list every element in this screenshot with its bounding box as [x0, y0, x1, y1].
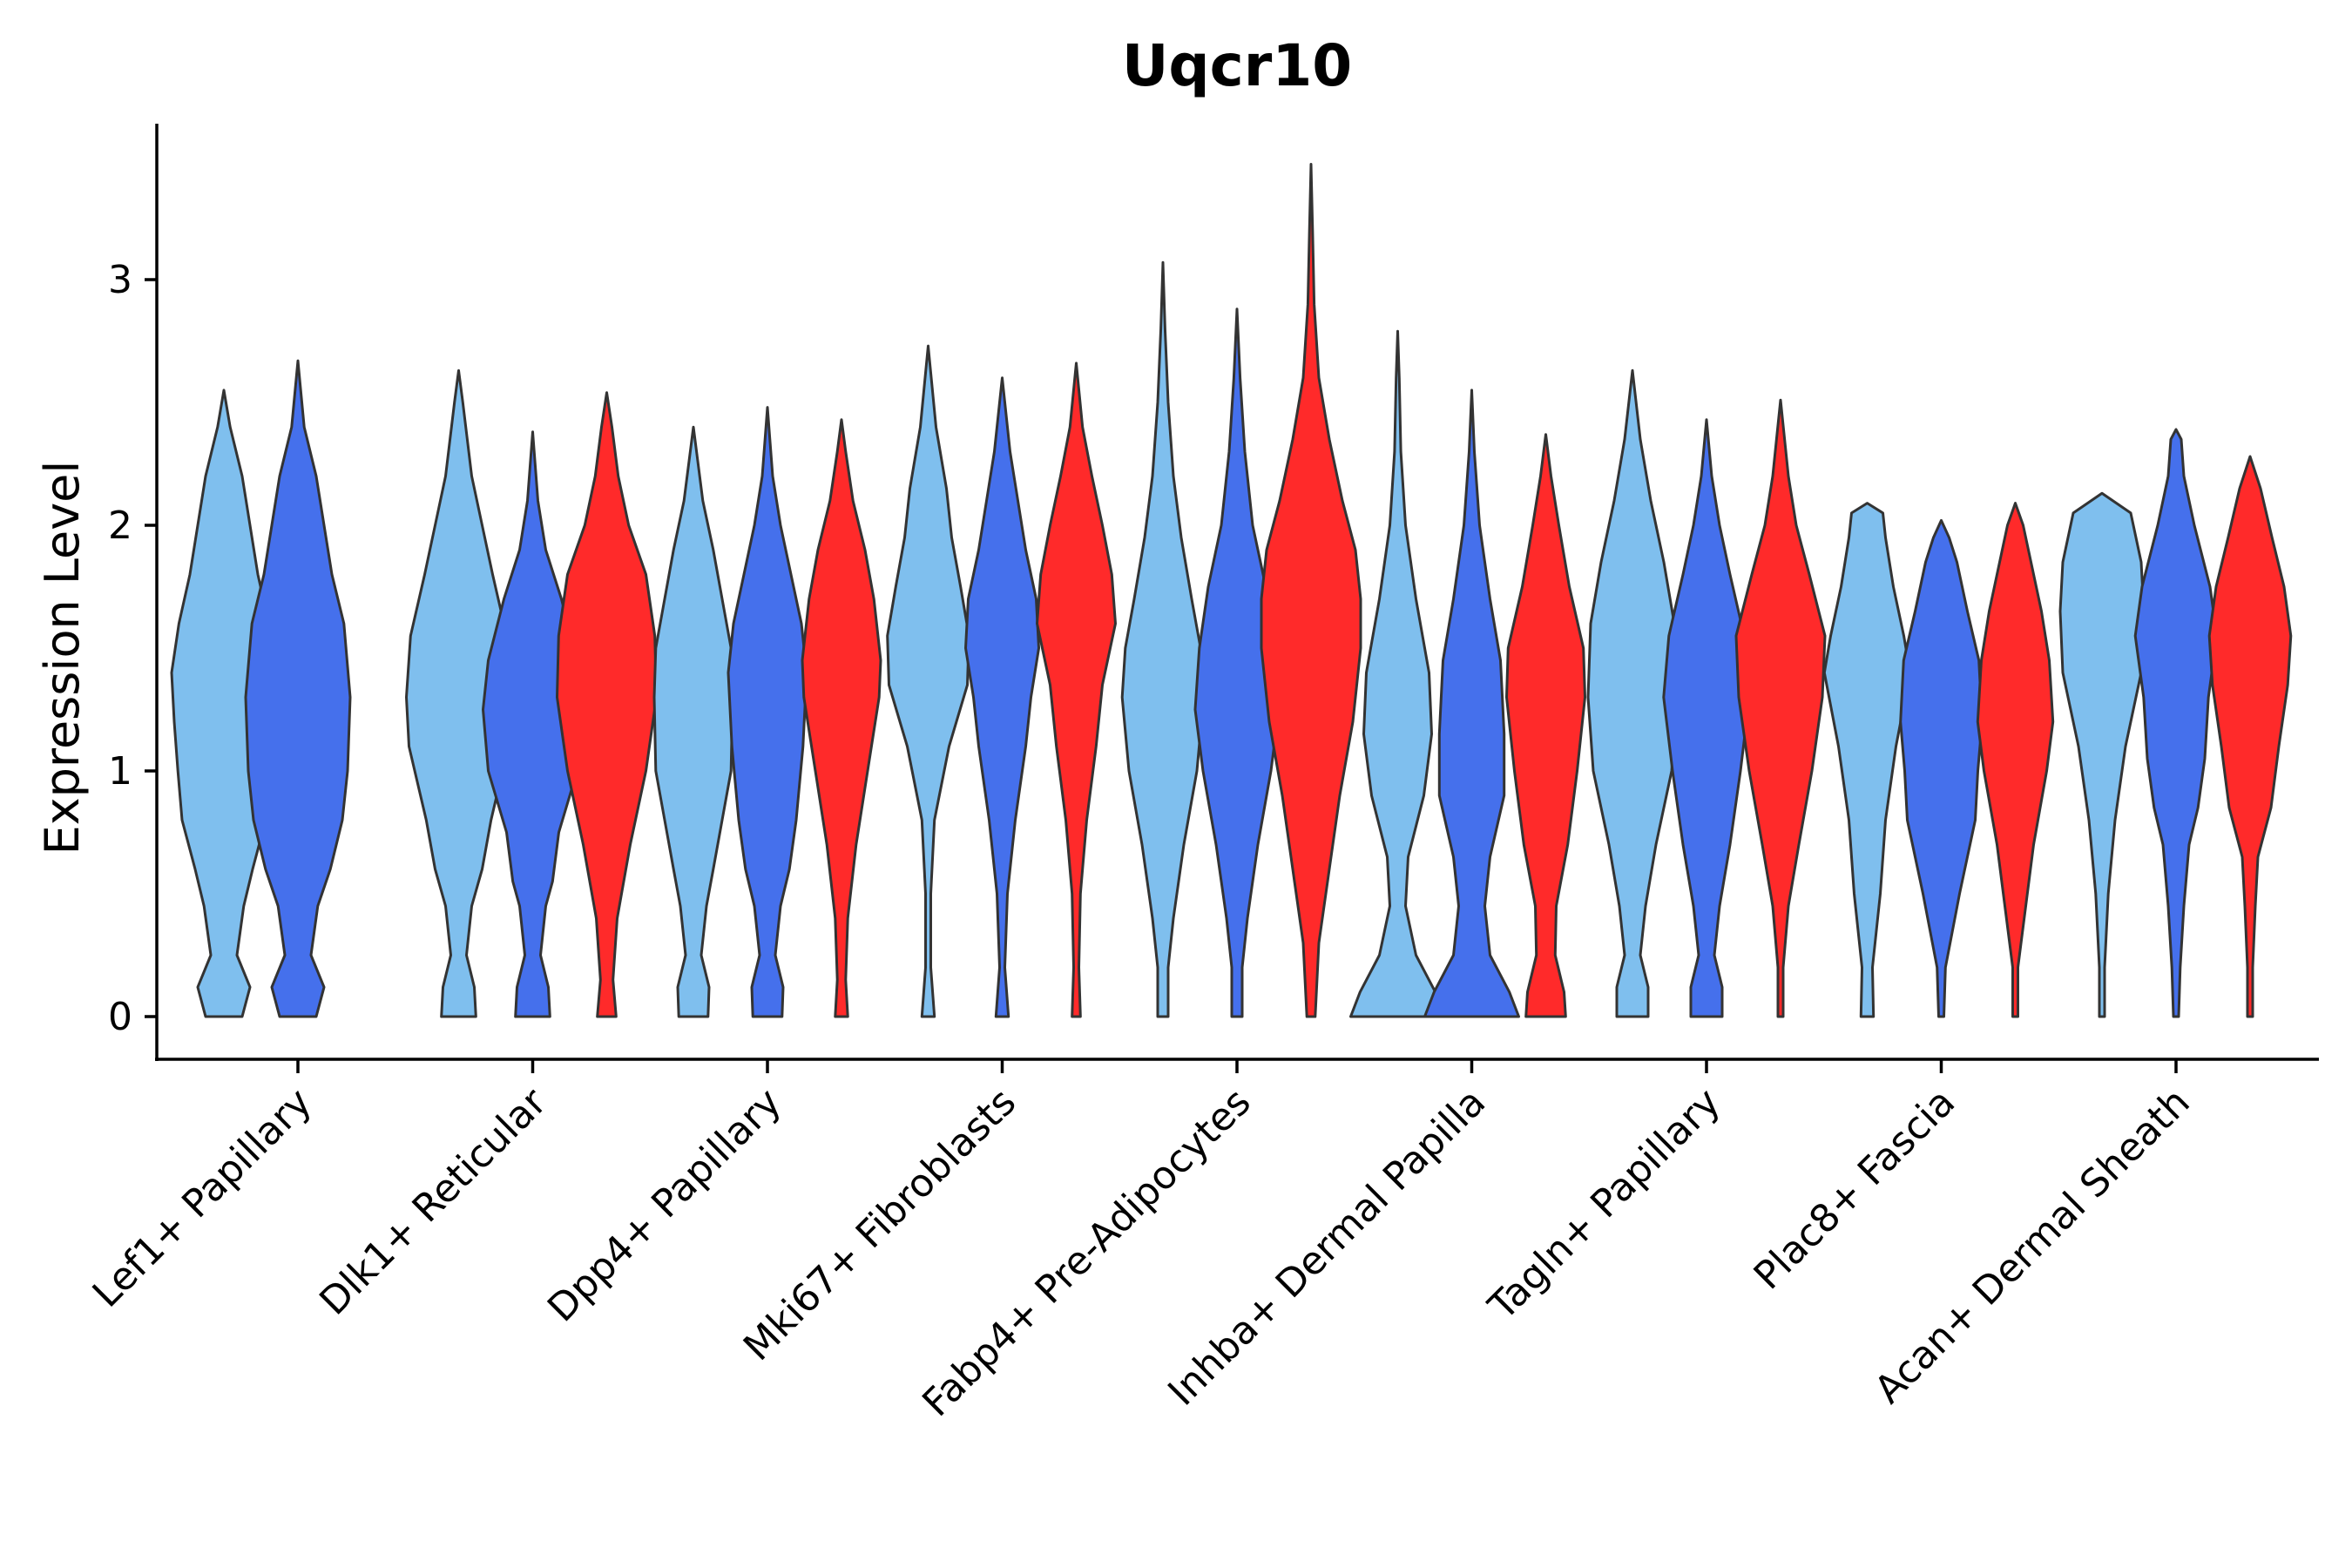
violin-royal-blue: [1899, 518, 1984, 1018]
violin-red: [1734, 398, 1827, 1018]
violin-light-blue: [1586, 368, 1679, 1018]
y-tick-label: 0: [108, 995, 132, 1039]
chart-title: Uqcr10: [1122, 32, 1352, 99]
x-tick-label: Dpp4+ Papillary: [539, 1080, 790, 1331]
violin-royal-blue: [2133, 428, 2219, 1018]
violin-light-blue: [1349, 329, 1446, 1018]
violin-red: [2207, 455, 2293, 1018]
violin-light-blue: [652, 425, 734, 1018]
violin-royal-blue: [964, 376, 1040, 1018]
x-tick-label: Tagln+ Papillary: [1480, 1080, 1729, 1329]
violin-royal-blue: [482, 430, 584, 1018]
violin-light-blue: [405, 368, 512, 1018]
x-tick-label: Plac8+ Fascia: [1746, 1080, 1964, 1299]
violin-red: [1036, 362, 1117, 1018]
y-tick-label: 2: [108, 504, 132, 548]
violin-light-blue: [1822, 502, 1912, 1018]
violin-red: [801, 418, 882, 1018]
violin-light-blue: [886, 344, 970, 1018]
violin-red: [1505, 433, 1586, 1018]
violin-red: [556, 391, 658, 1018]
x-tick-label: Dlk1+ Reticular: [311, 1079, 556, 1324]
violin-light-blue: [2058, 491, 2146, 1018]
violin-royal-blue: [1662, 418, 1751, 1018]
violin-royal-blue: [1193, 308, 1281, 1018]
violin-royal-blue: [727, 406, 808, 1018]
x-tick-label: Lef1+ Papillary: [84, 1080, 321, 1316]
violin-red: [1976, 502, 2055, 1018]
y-axis-label: Expression Level: [35, 461, 90, 855]
violins: [170, 163, 2293, 1018]
y-tick-label: 3: [108, 258, 132, 302]
violin-red: [1260, 163, 1362, 1018]
violin-light-blue: [1120, 260, 1206, 1018]
y-tick-label: 1: [108, 749, 132, 794]
violin-royal-blue: [1423, 389, 1520, 1018]
violin-royal-blue: [244, 359, 352, 1018]
y-axis-ticks: 0 1 2 3: [108, 258, 157, 1039]
violin-light-blue: [170, 389, 278, 1018]
